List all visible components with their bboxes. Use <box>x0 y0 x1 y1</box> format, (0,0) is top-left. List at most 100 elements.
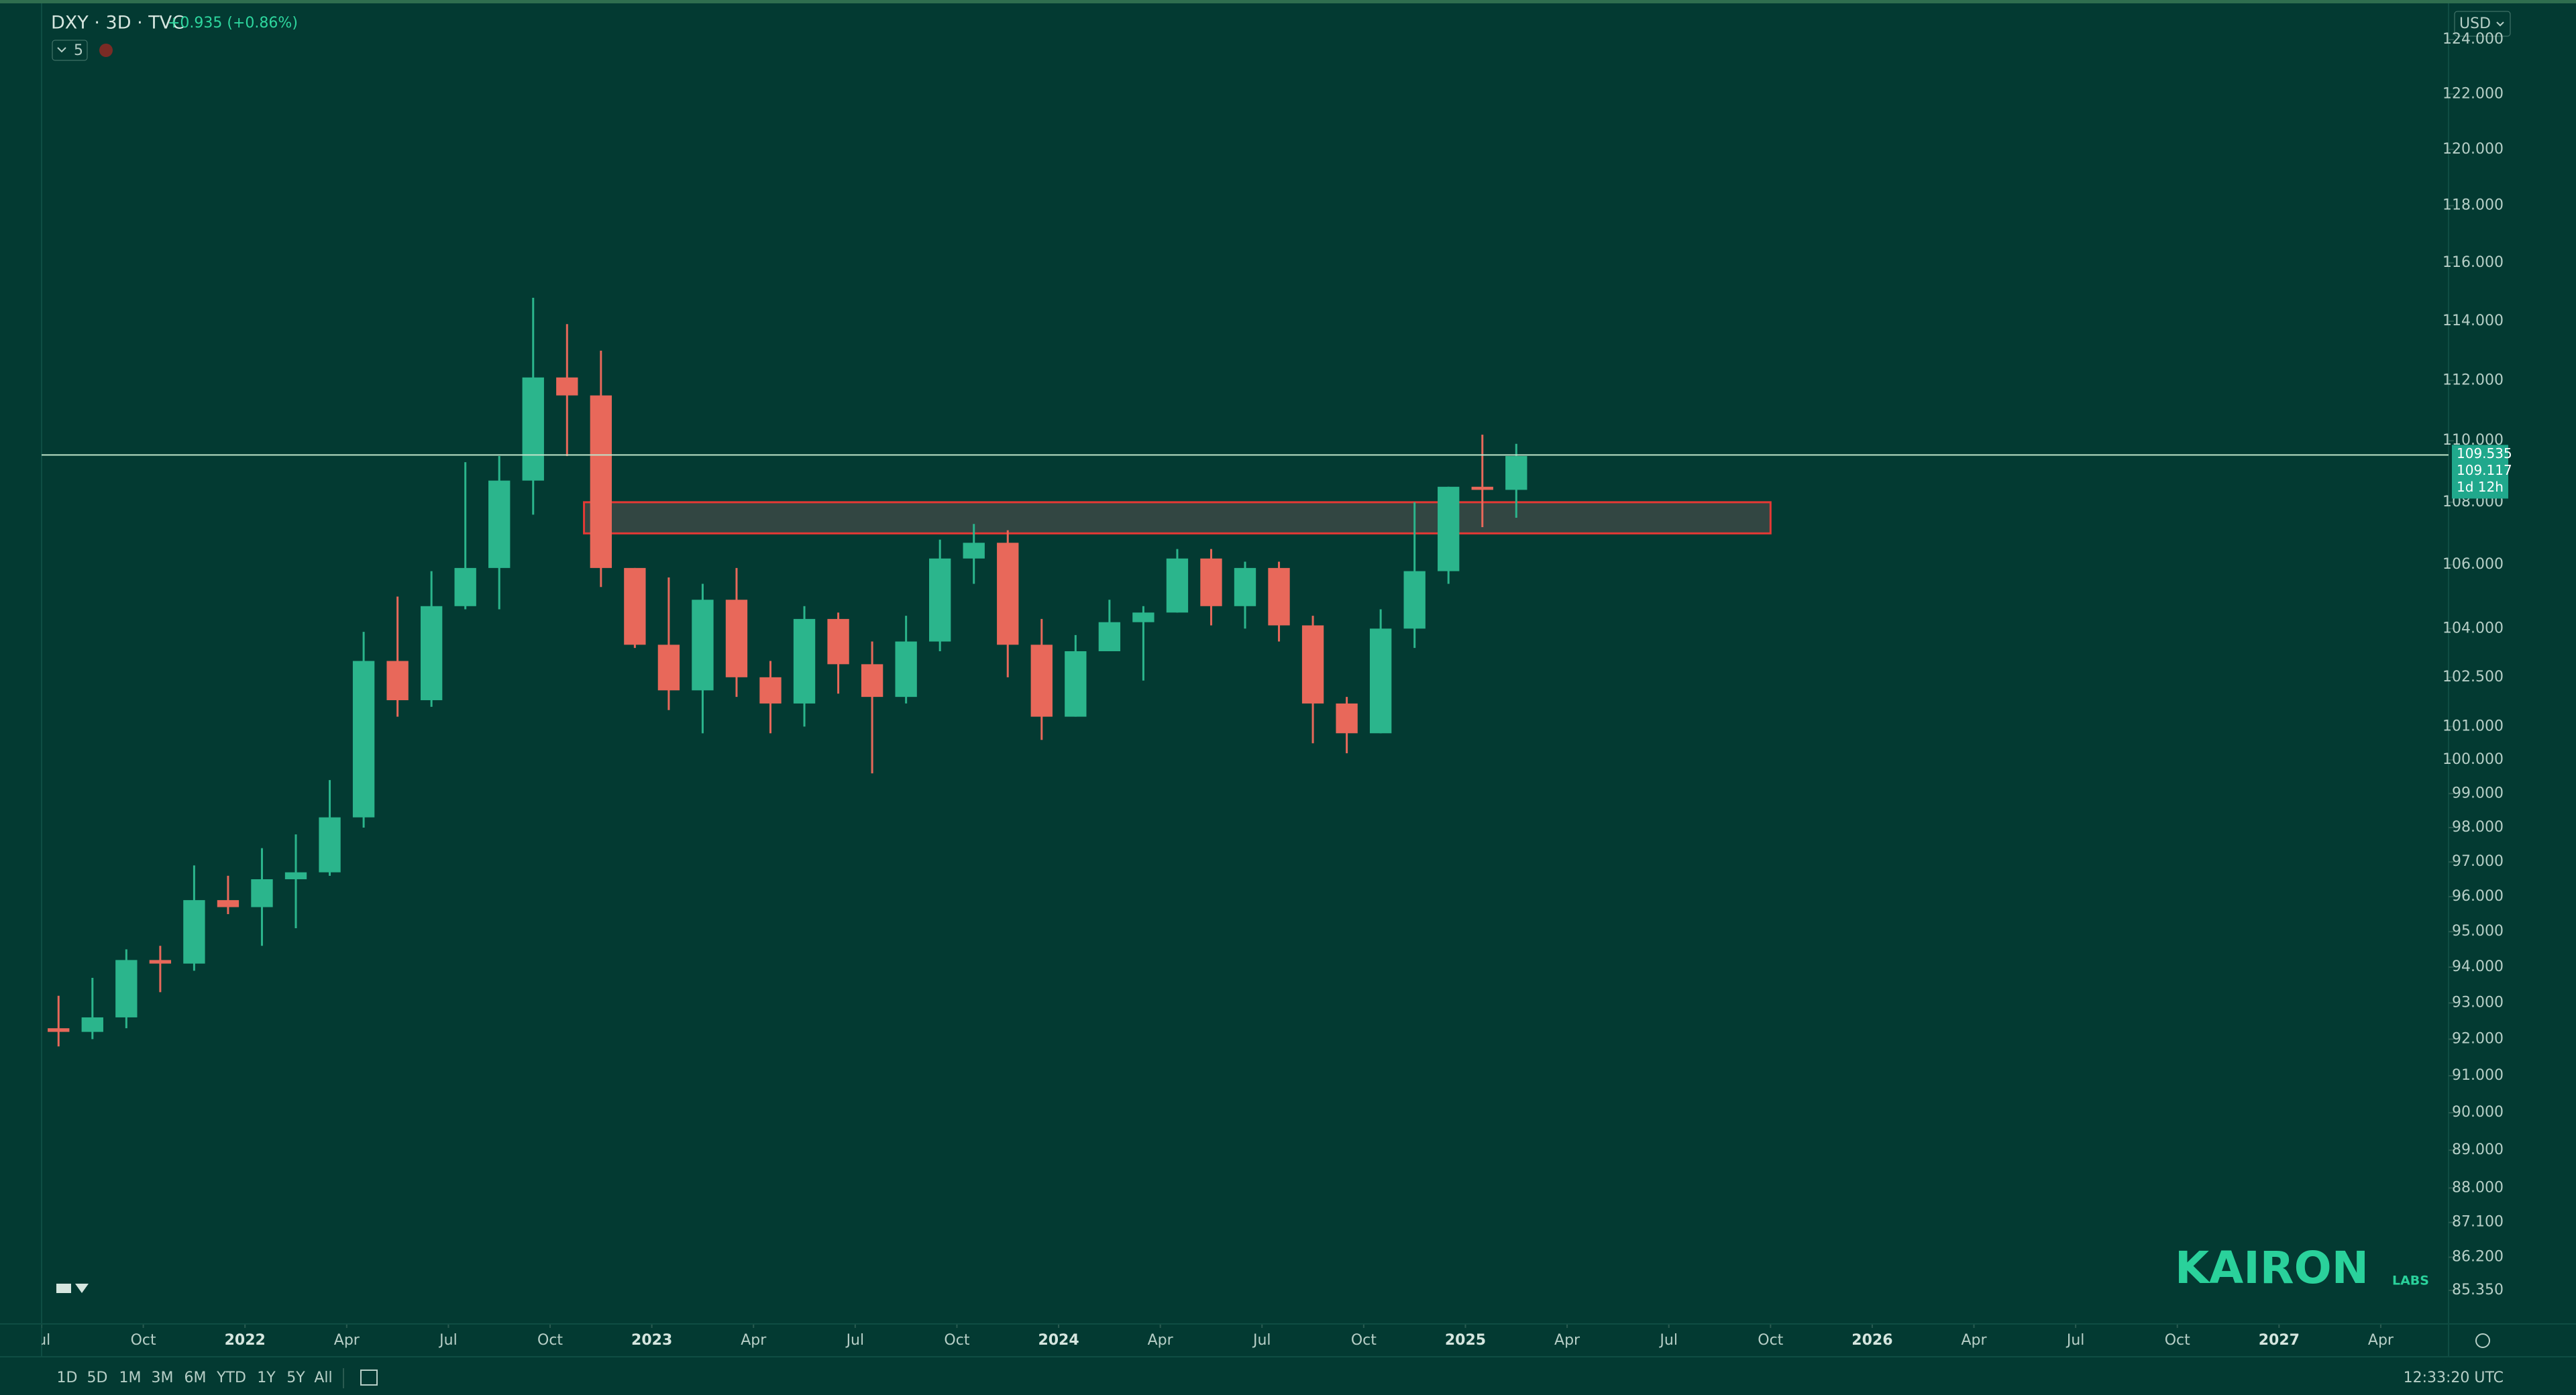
candle-body <box>1030 645 1053 717</box>
x-tick-label: Apr <box>1554 1332 1580 1349</box>
price-label-box <box>2452 445 2508 499</box>
candle-body <box>725 600 748 677</box>
y-tick-label: 124.000 <box>2443 31 2504 48</box>
candle-body <box>1301 625 1324 704</box>
y-tick-label: 92.000 <box>2452 1030 2504 1047</box>
x-tick-label: 2025 <box>1445 1332 1486 1349</box>
currency: USD <box>2459 15 2491 32</box>
y-tick-label: 90.000 <box>2452 1104 2504 1121</box>
candle-body <box>1336 703 1358 734</box>
y-tick-label: 88.000 <box>2452 1179 2504 1196</box>
candle-body <box>861 664 883 698</box>
y-tick-label: 94.000 <box>2452 958 2504 975</box>
indicator-pill[interactable] <box>52 40 88 61</box>
x-tick-label: Jul <box>1658 1332 1678 1349</box>
candle-body <box>1166 558 1189 613</box>
x-tick-label: Oct <box>1351 1332 1377 1349</box>
range-button[interactable]: 5Y <box>286 1370 305 1386</box>
price-axis: 124.000 122.000 120.000 118.000 116.000 114.0… <box>2443 31 2512 1298</box>
watermark-sub: LABS <box>2392 1274 2429 1288</box>
clock: 12:33:20 UTC <box>2404 1370 2504 1386</box>
candle-body <box>217 900 239 907</box>
range-button[interactable]: All <box>314 1370 332 1386</box>
range-button[interactable]: 1D <box>57 1370 78 1386</box>
candle-body <box>895 641 917 698</box>
y-tick-label: 87.100 <box>2452 1214 2504 1231</box>
x-tick-label: Jul <box>1252 1332 1271 1349</box>
x-tick-label: Jul <box>845 1332 865 1349</box>
range-button[interactable]: 3M <box>152 1370 174 1386</box>
toolbar: 1D 5D 1M 3M 6M YTD 1Y 5Y All <box>57 1370 333 1386</box>
x-tick-label: 2026 <box>1851 1332 1892 1349</box>
zone <box>583 501 1772 535</box>
candle-body <box>454 567 476 606</box>
candle-body <box>963 543 985 559</box>
candle-body <box>284 872 307 879</box>
tradingview-logo <box>56 1284 89 1293</box>
x-tick-label: Apr <box>1148 1332 1174 1349</box>
y-tick-label: 100.000 <box>2443 751 2504 768</box>
alert-icon <box>99 44 113 57</box>
candle-body <box>1098 622 1121 651</box>
price-label: 1d 12h <box>2457 479 2504 495</box>
range-button[interactable]: 1Y <box>257 1370 276 1386</box>
y-tick-label: 104.000 <box>2443 620 2504 636</box>
y-tick-label: 89.000 <box>2452 1141 2504 1158</box>
range-button[interactable]: 5D <box>87 1370 108 1386</box>
top-border <box>0 0 2576 3</box>
x-tick-label: Oct <box>2165 1332 2190 1349</box>
y-tick-label: 99.000 <box>2452 785 2504 801</box>
currency-button[interactable] <box>2454 11 2511 37</box>
candle-body <box>929 558 951 642</box>
calendar-icon[interactable] <box>360 1370 378 1386</box>
candle-body <box>149 960 172 964</box>
range-button[interactable]: YTD <box>216 1370 246 1386</box>
y-tick-label: 101.000 <box>2443 718 2504 734</box>
y-tick-label: 106.000 <box>2443 556 2504 573</box>
dropdown-icon <box>2496 21 2504 27</box>
candle-body <box>115 960 138 1017</box>
candle-body <box>1234 567 1256 606</box>
x-tick-label: Apr <box>334 1332 360 1349</box>
range-button[interactable]: 6M <box>184 1370 207 1386</box>
x-tick-label: Apr <box>741 1332 767 1349</box>
candle-body <box>759 677 782 704</box>
indicator-count: 5 <box>74 42 83 59</box>
candle-body <box>556 377 578 396</box>
x-tick-label: Apr <box>1961 1332 1987 1349</box>
x-tick-label: Oct <box>131 1332 156 1349</box>
candle-body <box>590 395 612 568</box>
y-tick-label: 120.000 <box>2443 141 2504 158</box>
y-tick-label: 85.350 <box>2452 1282 2504 1298</box>
x-tick-label: Jul <box>32 1332 51 1349</box>
candle-body <box>251 879 273 907</box>
x-tick-label: 2022 <box>225 1332 266 1349</box>
candle-body <box>1438 486 1460 571</box>
last-price-label: 109.535 <box>2457 445 2512 461</box>
candle-body <box>1369 628 1392 734</box>
x-tick-label: 2027 <box>2259 1332 2300 1349</box>
x-tick-label: Jul <box>2065 1332 2085 1349</box>
candle-body <box>997 543 1019 645</box>
x-tick-label: Apr <box>2368 1332 2394 1349</box>
candle-body <box>81 1017 103 1032</box>
candle-body <box>827 618 849 665</box>
x-tick-label: Oct <box>1758 1332 1783 1349</box>
settings-icon[interactable] <box>2475 1333 2490 1348</box>
y-tick-label: 116.000 <box>2443 254 2504 271</box>
candle-body <box>1200 558 1222 606</box>
y-tick-label: 93.000 <box>2452 994 2504 1011</box>
candle-body <box>488 480 511 568</box>
y-tick-label: 86.200 <box>2452 1249 2504 1266</box>
y-tick-label: 96.000 <box>2452 888 2504 905</box>
price-label: 109.117 <box>2457 462 2512 478</box>
time-axis: Jul Oct 2022 Apr Jul Oct 2023 Apr Jul Oct 2024 Apr J… <box>32 1325 2394 1349</box>
y-tick-label: 112.000 <box>2443 372 2504 388</box>
candle-body <box>624 567 646 645</box>
candle-body <box>1505 455 1527 490</box>
range-button[interactable]: 1M <box>119 1370 142 1386</box>
candle-body <box>48 1028 70 1032</box>
y-tick-label: 91.000 <box>2452 1067 2504 1084</box>
candle-body <box>692 600 714 691</box>
